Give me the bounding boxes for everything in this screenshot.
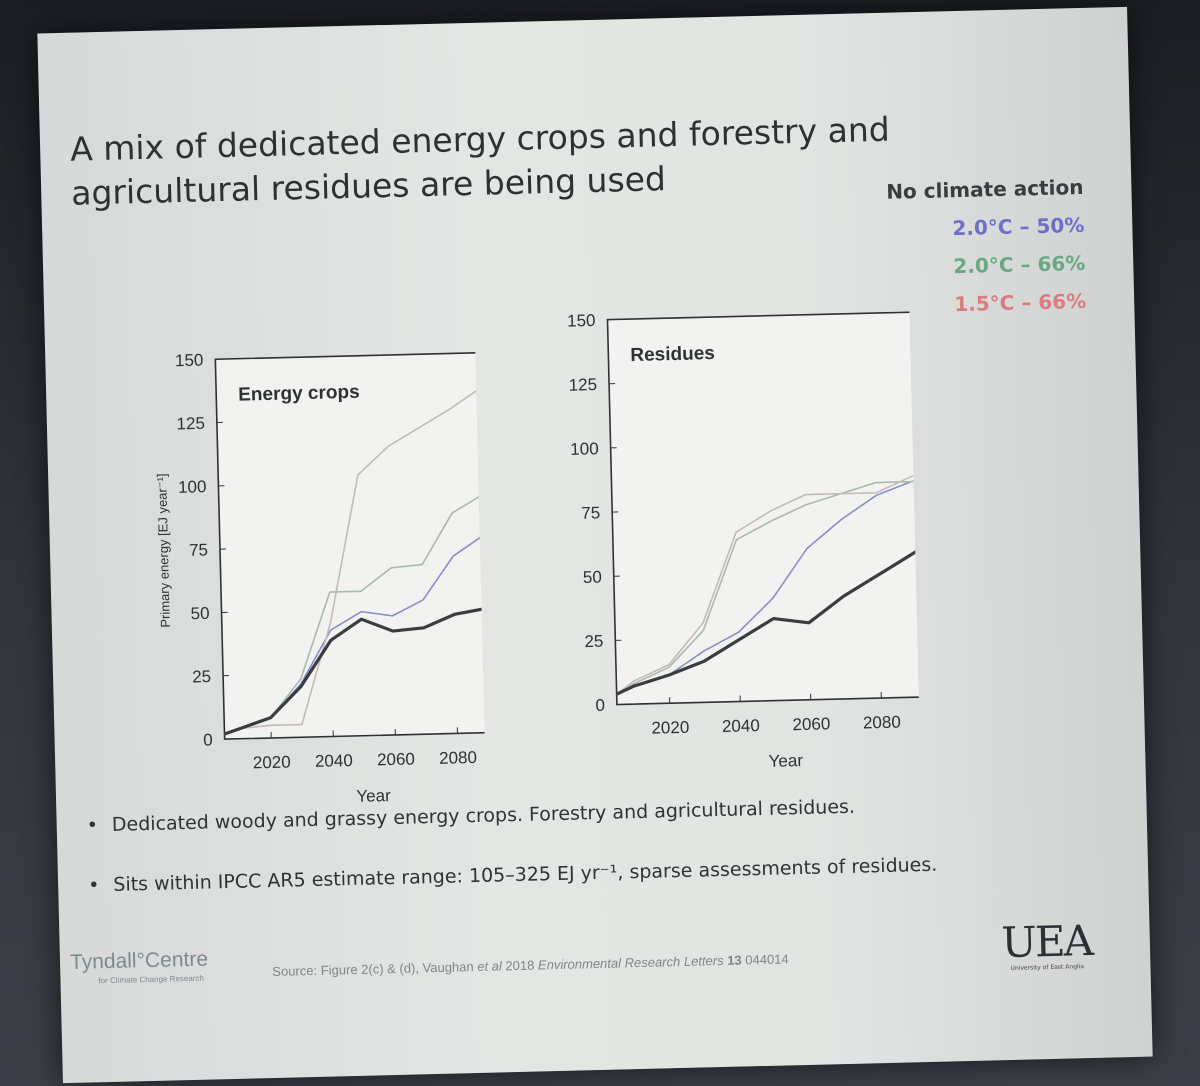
- source-article: 044014: [741, 951, 789, 968]
- source-etal: et al: [477, 958, 502, 975]
- slide-title-line-1: A mix of dedicated energy crops and fore…: [69, 109, 891, 169]
- y-tick-label: 125: [176, 414, 205, 434]
- y-tick-label: 100: [178, 477, 207, 497]
- series-line: [616, 467, 921, 695]
- series-line: [615, 530, 921, 696]
- x-axis-label: Year: [356, 786, 391, 806]
- series-line: [224, 376, 487, 735]
- panel-title: Residues: [630, 343, 715, 366]
- y-tick-label: 25: [584, 632, 603, 651]
- y-tick-label: 0: [203, 730, 213, 749]
- tyndall-logo-text: Tyndall°Centre: [69, 947, 209, 974]
- series-line: [223, 601, 487, 736]
- residues-chart: 025507510012515020202040206020802100Year…: [567, 310, 921, 771]
- x-tick-label: 2040: [315, 751, 353, 771]
- chart-legend: No climate action 2.0°C – 50% 2.0°C – 66…: [886, 168, 1087, 325]
- x-tick-label: 2020: [253, 753, 291, 773]
- y-tick-label: 100: [570, 439, 599, 459]
- series-line: [616, 469, 921, 695]
- source-year: 2018: [501, 957, 539, 974]
- plot-frame: [214, 351, 487, 740]
- y-tick-label: 0: [595, 696, 605, 715]
- y-tick-label: 75: [581, 503, 600, 522]
- legend-2c-66: 2.0°C – 66%: [953, 250, 1086, 279]
- legend-no-climate-action: No climate action: [885, 174, 1084, 204]
- y-tick-label: 150: [567, 311, 596, 331]
- panel-title: Energy crops: [238, 382, 360, 406]
- x-tick-label: 2080: [863, 713, 901, 733]
- legend-1-5c-66: 1.5°C – 66%: [954, 288, 1087, 317]
- x-tick-label: 2060: [792, 714, 830, 734]
- y-tick-label: 75: [189, 540, 208, 559]
- y-tick-label: 50: [190, 604, 209, 623]
- plot-frame: [606, 310, 921, 706]
- x-tick-label: 2020: [651, 718, 689, 738]
- slide-title: A mix of dedicated energy crops and fore…: [70, 106, 952, 215]
- x-axis-label: Year: [768, 751, 803, 771]
- y-axis-label: Primary energy [EJ year⁻¹]: [154, 473, 173, 628]
- presentation-slide: A mix of dedicated energy crops and fore…: [37, 6, 1153, 1084]
- y-tick-label: 25: [192, 667, 211, 686]
- y-tick-label: 125: [568, 375, 597, 395]
- energy-crops-chart: 025507510012515020202040206020802100Year…: [154, 351, 487, 806]
- source-prefix: Source: Figure 2(c) & (d), Vaughan: [272, 959, 478, 980]
- x-tick-label: 2040: [722, 716, 760, 736]
- bullet-list: Dedicated woody and grassy energy crops.…: [86, 794, 938, 935]
- y-tick-label: 150: [175, 351, 204, 371]
- bullet-item: Sits within IPCC AR5 estimate range: 105…: [88, 854, 937, 897]
- tyndall-centre-logo: Tyndall°Centre for Climate Change Resear…: [70, 948, 209, 986]
- legend-2c-50: 2.0°C – 50%: [952, 212, 1085, 241]
- source-volume: 13: [723, 952, 742, 968]
- x-tick-label: 2080: [439, 748, 477, 768]
- uea-logo: UEA University of East Anglia: [1001, 916, 1093, 972]
- slide-title-line-2: agricultural residues are being used: [70, 159, 667, 213]
- tyndall-logo-subtitle: for Climate Change Research: [98, 973, 204, 986]
- uea-logo-subtitle: University of East Anglia: [1010, 963, 1085, 972]
- x-tick-label: 2060: [377, 749, 415, 769]
- source-citation: Source: Figure 2(c) & (d), Vaughan et al…: [272, 951, 789, 979]
- source-journal: Environmental Research Letters: [537, 952, 724, 973]
- y-tick-label: 50: [583, 568, 602, 587]
- uea-logo-mark: UEA: [1000, 915, 1093, 968]
